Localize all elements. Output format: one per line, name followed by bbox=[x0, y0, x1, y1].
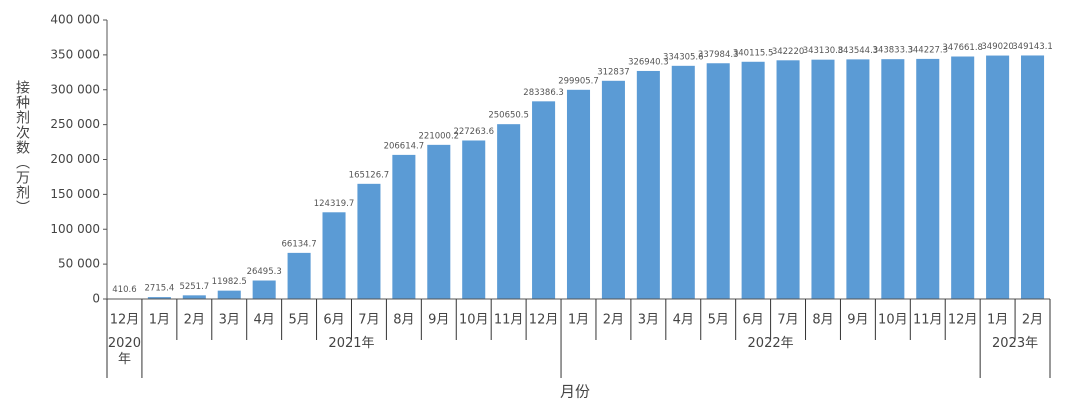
bar bbox=[1021, 55, 1045, 299]
data-label: 343833.3 bbox=[873, 46, 914, 56]
bar bbox=[427, 144, 451, 299]
data-label: 250650.5 bbox=[488, 111, 529, 121]
data-label: 283386.3 bbox=[523, 88, 564, 98]
x-tick-label: 2月 bbox=[1022, 313, 1043, 328]
data-label: 11982.5 bbox=[212, 277, 247, 287]
data-label: 347661.8 bbox=[942, 43, 983, 53]
data-label: 165126.7 bbox=[349, 170, 390, 180]
data-label: 221000.2 bbox=[419, 131, 460, 141]
x-tick-label: 7月 bbox=[358, 313, 379, 328]
y-tick-label: 350 000 bbox=[50, 47, 100, 61]
y-axis-label: 接种剂次数（万剂） bbox=[14, 79, 30, 215]
data-label: 124319.7 bbox=[314, 199, 355, 209]
y-tick-label: 300 000 bbox=[50, 82, 100, 96]
x-tick-label: 8月 bbox=[393, 313, 414, 328]
bar bbox=[881, 59, 905, 300]
x-tick-label: 9月 bbox=[428, 313, 449, 328]
bar bbox=[706, 63, 730, 299]
bar bbox=[776, 60, 800, 300]
y-tick-label: 150 000 bbox=[50, 187, 100, 201]
bar bbox=[497, 124, 521, 299]
x-tick-label: 11月 bbox=[494, 313, 524, 328]
bar bbox=[217, 290, 241, 299]
data-label: 343544.3 bbox=[838, 46, 879, 56]
y-tick-label: 400 000 bbox=[50, 13, 100, 27]
data-label: 344227.3 bbox=[907, 45, 948, 55]
x-tick-label: 7月 bbox=[777, 313, 798, 328]
x-tick-label: 1月 bbox=[987, 313, 1008, 328]
data-label: 2715.4 bbox=[145, 284, 175, 294]
bar bbox=[986, 55, 1010, 300]
x-tick-label: 10月 bbox=[459, 313, 489, 328]
bar bbox=[287, 252, 311, 299]
year-label: 2020年 bbox=[107, 336, 141, 367]
x-tick-label: 6月 bbox=[742, 313, 763, 328]
y-tick-label: 200 000 bbox=[50, 152, 100, 166]
year-label: 2022年 bbox=[747, 336, 794, 351]
bar bbox=[322, 212, 346, 299]
x-tick-label: 12月 bbox=[110, 313, 140, 328]
data-label: 206614.7 bbox=[384, 141, 425, 151]
year-label: 2023年 bbox=[992, 336, 1039, 351]
data-label: 312837 bbox=[597, 67, 629, 77]
bar bbox=[671, 65, 695, 300]
y-tick-label: 100 000 bbox=[50, 222, 100, 236]
x-tick-label: 3月 bbox=[638, 313, 659, 328]
bar bbox=[182, 295, 206, 299]
data-label: 410.6 bbox=[112, 285, 136, 295]
x-tick-label: 1月 bbox=[568, 313, 589, 328]
y-tick-label: 0 bbox=[92, 292, 100, 306]
x-tick-label: 5月 bbox=[708, 313, 729, 328]
data-label: 349143.1 bbox=[1012, 42, 1053, 52]
x-tick-label: 4月 bbox=[254, 313, 275, 328]
bar bbox=[916, 58, 940, 299]
x-tick-label: 5月 bbox=[288, 313, 309, 328]
x-tick-label: 3月 bbox=[219, 313, 240, 328]
bar bbox=[811, 59, 835, 300]
bar bbox=[147, 297, 171, 299]
x-tick-label: 10月 bbox=[878, 313, 908, 328]
data-label: 334305.6 bbox=[663, 52, 704, 62]
x-tick-label: 6月 bbox=[323, 313, 344, 328]
x-axis-label: 月份 bbox=[560, 383, 590, 401]
y-tick-label: 50 000 bbox=[58, 257, 100, 271]
x-tick-label: 1月 bbox=[149, 313, 170, 328]
bar bbox=[566, 89, 591, 300]
bar bbox=[741, 61, 765, 299]
bar bbox=[252, 280, 276, 299]
bar bbox=[462, 140, 486, 299]
bar bbox=[951, 56, 975, 300]
y-tick-label: 250 000 bbox=[50, 117, 100, 131]
x-tick-label: 2月 bbox=[603, 313, 624, 328]
data-label: 337984.3 bbox=[698, 50, 739, 60]
data-label: 343130.8 bbox=[803, 46, 844, 56]
bar bbox=[636, 70, 660, 299]
data-label: 349020 bbox=[981, 42, 1013, 52]
x-tick-label: 12月 bbox=[948, 313, 978, 328]
x-tick-label: 8月 bbox=[812, 313, 833, 328]
data-label: 299905.7 bbox=[558, 76, 599, 86]
bar bbox=[357, 183, 381, 299]
data-label: 326940.3 bbox=[628, 57, 669, 67]
data-label: 5251.7 bbox=[179, 282, 209, 292]
x-tick-label: 11月 bbox=[913, 313, 943, 328]
data-label: 26495.3 bbox=[247, 267, 282, 277]
data-label: 227263.6 bbox=[453, 127, 494, 137]
data-label: 342220 bbox=[772, 47, 804, 57]
bar bbox=[392, 154, 416, 299]
x-tick-label: 9月 bbox=[847, 313, 868, 328]
year-label: 2021年 bbox=[328, 336, 375, 351]
bar bbox=[601, 80, 625, 299]
bar bbox=[532, 101, 556, 299]
x-tick-label: 2月 bbox=[184, 313, 205, 328]
x-tick-label: 12月 bbox=[529, 313, 559, 328]
data-label: 340115.5 bbox=[733, 48, 774, 58]
x-tick-label: 4月 bbox=[673, 313, 694, 328]
data-label: 66134.7 bbox=[282, 239, 317, 249]
bar bbox=[846, 59, 870, 299]
